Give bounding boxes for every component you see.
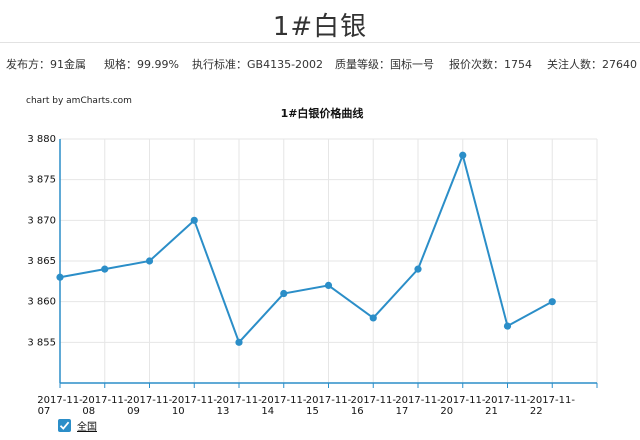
y-tick-label: 3 870 xyxy=(27,215,56,226)
x-tick-label: 2017-11-16 xyxy=(351,395,397,417)
x-tick-label: 2017-11-14 xyxy=(261,395,307,417)
data-point[interactable] xyxy=(235,338,243,346)
x-tick-label: 2017-11-17 xyxy=(395,395,441,417)
series-quanguo xyxy=(56,151,556,346)
data-point[interactable] xyxy=(101,265,109,273)
data-point[interactable] xyxy=(190,216,198,224)
x-axis-ticks: 2017-11-072017-11-082017-11-092017-11-10… xyxy=(37,395,575,417)
chart-legend: 全国 xyxy=(58,417,97,433)
x-tick-label: 2017-11-07 xyxy=(37,395,83,417)
x-tick-label: 2017-11-13 xyxy=(216,395,262,417)
y-tick-label: 3 855 xyxy=(27,337,56,348)
legend-checkbox[interactable] xyxy=(58,418,71,432)
x-tick-label: 2017-11-22 xyxy=(530,395,576,417)
data-point[interactable] xyxy=(459,151,467,159)
data-point[interactable] xyxy=(324,281,333,289)
x-tick-label: 2017-11-21 xyxy=(485,395,531,417)
legend-label[interactable]: 全国 xyxy=(77,421,97,433)
data-point[interactable] xyxy=(145,257,154,265)
y-tick-label: 3 880 xyxy=(27,134,56,145)
data-point[interactable] xyxy=(548,298,556,306)
info-quote-count: 报价次数：1754 xyxy=(449,58,532,71)
title-divider xyxy=(0,42,640,43)
data-point[interactable] xyxy=(56,273,64,281)
info-standard: 执行标准：GB4135-2002 xyxy=(192,58,324,71)
data-point[interactable] xyxy=(414,265,422,273)
data-point[interactable] xyxy=(280,289,288,298)
info-follower-count: 关注人数：27640 xyxy=(547,58,637,71)
y-tick-label: 3 875 xyxy=(27,175,56,186)
info-spec: 规格：99.99% xyxy=(104,58,179,71)
info-bar: 发布方：91金属 规格：99.99% 执行标准：GB4135-2002 质量等级… xyxy=(0,56,640,72)
chart-grid xyxy=(59,138,598,383)
x-tick-label: 2017-11-08 xyxy=(82,395,128,417)
x-tick-label: 2017-11-09 xyxy=(127,395,173,417)
info-publisher: 发布方：91金属 xyxy=(6,58,86,71)
chart-credit-link[interactable]: chart by amCharts.com xyxy=(26,96,132,106)
x-tick-label: 2017-11-20 xyxy=(440,395,486,417)
chart-axes xyxy=(59,139,598,388)
y-tick-label: 3 865 xyxy=(27,256,56,267)
y-axis-ticks: 3 880 3 875 3 870 3 865 3 860 3 855 xyxy=(27,134,56,348)
y-tick-label: 3 860 xyxy=(27,297,56,308)
chart-title: 1#白银价格曲线 xyxy=(281,106,364,120)
series-line xyxy=(59,152,553,345)
data-point[interactable] xyxy=(503,322,512,330)
page-title: 1#白银 xyxy=(272,12,368,42)
info-grade: 质量等级：国标一号 xyxy=(335,58,434,71)
x-tick-label: 2017-11-10 xyxy=(172,395,218,417)
data-point[interactable] xyxy=(369,314,377,322)
x-tick-label: 2017-11-15 xyxy=(306,395,352,417)
checkmark-icon xyxy=(59,421,70,430)
